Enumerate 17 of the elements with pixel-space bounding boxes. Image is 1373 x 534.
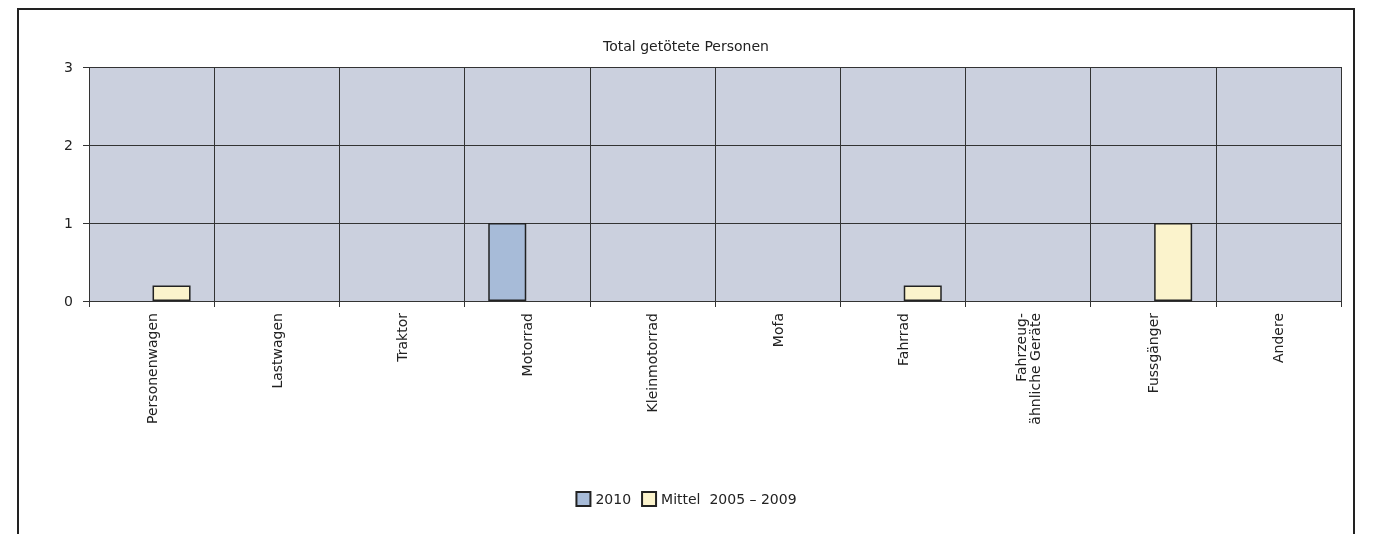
y-tick-label: 1 — [64, 215, 73, 231]
legend-label: 2010 — [595, 491, 632, 507]
legend-label: Mittel 2005 – 2009 — [661, 491, 797, 507]
x-tick-label: Kleinmotorrad — [644, 313, 661, 413]
x-tick-label: Andere — [1270, 313, 1287, 364]
y-tick-label: 0 — [64, 293, 73, 309]
y-tick-label: 3 — [64, 59, 73, 75]
x-tick-label: Fussgänger — [1145, 312, 1162, 394]
x-tick-label: Mofa — [769, 313, 786, 348]
chart-title: Total getötete Personen — [602, 38, 769, 54]
y-tick-label: 2 — [64, 137, 73, 153]
x-tick-label: Lastwagen — [268, 313, 285, 389]
x-tick-label: Fahrzeug- ähnliche Geräte — [1013, 313, 1043, 425]
x-tick-label: Traktor — [394, 312, 410, 363]
x-tick-label: Fahrrad — [894, 313, 911, 366]
x-tick-label: Motorrad — [519, 313, 536, 377]
x-tick-label: Personenwagen — [143, 313, 160, 424]
